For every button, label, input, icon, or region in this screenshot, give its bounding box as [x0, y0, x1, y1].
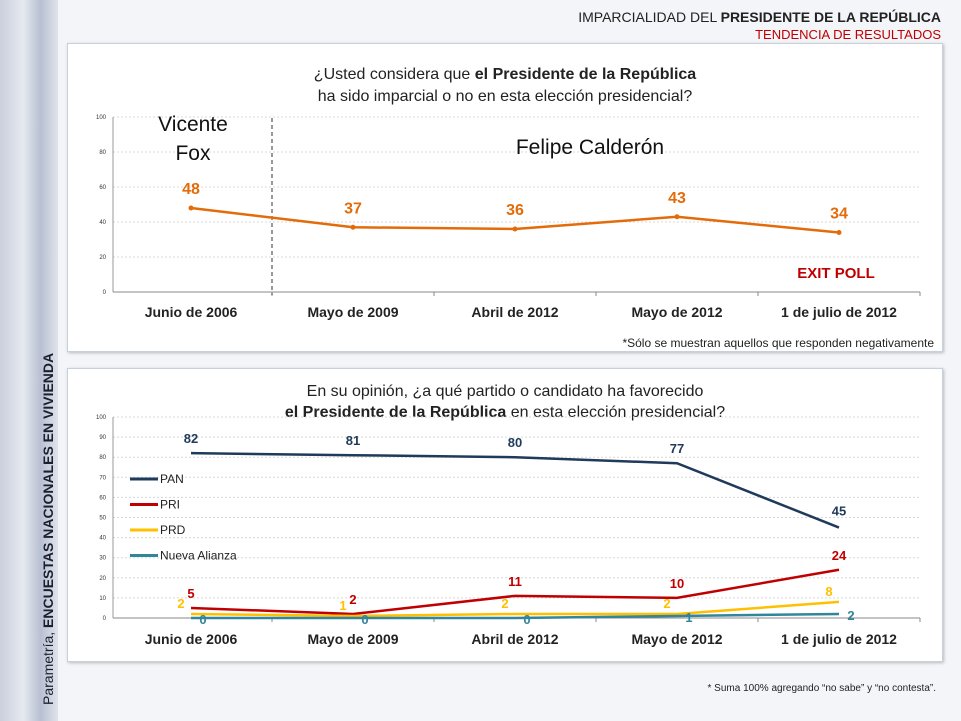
data-point [188, 205, 194, 211]
legend-label-pan: PAN [160, 472, 184, 486]
x-tick-label: Junio de 2006 [145, 631, 238, 647]
sidebar-decoration: Parametría, ENCUESTAS NACIONALES EN VIVI… [0, 0, 58, 721]
y-tick-label: 40 [99, 536, 106, 542]
data-label: 1 [339, 598, 346, 613]
x-tick-label: Junio de 2006 [145, 304, 238, 320]
x-tick-label: Mayo de 2012 [631, 631, 722, 647]
y-tick-label: 80 [99, 150, 106, 156]
header-title-bold: PRESIDENTE DE LA REPÚBLICA [720, 9, 941, 25]
data-label: 2 [349, 592, 356, 607]
header-title: IMPARCIALIDAD DEL PRESIDENTE DE LA REPÚB… [578, 9, 941, 25]
data-label: 10 [670, 576, 684, 591]
data-point [512, 226, 518, 232]
data-label: 82 [184, 431, 198, 446]
chart-panel-imparcialidad: ¿Usted considera que el Presidente de la… [67, 43, 943, 352]
data-label: 11 [508, 574, 522, 589]
y-tick-label: 100 [96, 415, 107, 421]
series-line [190, 600, 840, 618]
y-tick-label: 60 [99, 495, 106, 501]
question-bold-text: el Presidente de la República [474, 66, 697, 83]
legend-label-prd: PRD [160, 523, 186, 537]
header-title-normal: IMPARCIALIDAD DEL [578, 9, 721, 25]
data-label: 80 [508, 435, 522, 450]
question-line1: ¿Usted considera que el Presidente de la… [68, 66, 942, 84]
x-tick-label: Mayo de 2009 [307, 631, 398, 647]
data-label: 45 [832, 504, 846, 519]
data-label: 0 [199, 612, 206, 627]
data-label: 2 [177, 596, 184, 611]
data-point [674, 214, 680, 220]
y-tick-label: 20 [99, 255, 106, 261]
y-tick-label: 100 [96, 115, 107, 121]
x-tick-label: 1 de julio de 2012 [781, 631, 897, 647]
data-label: 81 [346, 433, 360, 448]
question-line1: En su opinión, ¿a qué partido o candidat… [306, 383, 704, 400]
y-tick-label: 30 [99, 556, 106, 562]
data-label: 0 [523, 612, 530, 627]
data-label: 2 [847, 608, 854, 623]
x-tick-label: Abril de 2012 [471, 631, 558, 647]
data-label: 36 [506, 202, 524, 219]
data-label: 8 [825, 584, 832, 599]
era-label-calderon: Felipe Calderón [516, 136, 664, 159]
data-label: 77 [670, 441, 684, 456]
data-label: 48 [182, 181, 200, 198]
chart-note: *Sólo se muestran aquellos que responden… [622, 336, 934, 350]
era-label-line2: Fox [175, 142, 211, 165]
data-label: 37 [344, 200, 362, 217]
y-tick-label: 70 [99, 475, 106, 481]
data-label: 43 [668, 190, 686, 207]
header-subtitle: TENDENCIA DE RESULTADOS [755, 27, 941, 42]
y-tick-label: 50 [99, 516, 106, 522]
y-tick-label: 0 [103, 290, 107, 296]
y-tick-label: 20 [99, 576, 106, 582]
data-point [350, 224, 356, 230]
data-label: 34 [830, 206, 848, 223]
x-tick-label: 1 de julio de 2012 [781, 304, 897, 320]
x-tick-label: Mayo de 2012 [631, 304, 722, 320]
data-label: 0 [361, 612, 368, 627]
footnote: * Suma 100% agregando “no sabe” y “no co… [707, 683, 936, 694]
exit-poll-badge: EXIT POLL [797, 265, 875, 282]
x-tick-label: Mayo de 2009 [307, 304, 398, 320]
series-line [191, 612, 840, 620]
series-line [190, 451, 840, 529]
data-point [836, 230, 842, 235]
question-line2: ha sido imparcial o no en esta elección … [317, 88, 693, 105]
y-tick-label: 0 [103, 616, 107, 622]
series-line [190, 568, 840, 616]
legend-label-pri: PRI [160, 498, 180, 512]
data-label: 2 [501, 596, 508, 611]
data-label: 1 [685, 610, 692, 625]
y-tick-label: 80 [99, 455, 106, 461]
y-tick-label: 40 [99, 220, 106, 226]
y-tick-label: 60 [99, 185, 106, 191]
question-text: en esta elección presidencial? [506, 404, 726, 421]
data-label: 5 [187, 586, 194, 601]
x-tick-label: Abril de 2012 [471, 304, 558, 320]
data-label: 24 [832, 548, 847, 563]
era-label-line1: Vicente [158, 113, 228, 136]
y-tick-label: 10 [99, 596, 106, 602]
data-label: 2 [663, 596, 670, 611]
legend-label-nueva-alianza: Nueva Alianza [160, 549, 237, 563]
question-text: ¿Usted considera que [313, 66, 475, 83]
y-tick-label: 90 [99, 435, 106, 441]
